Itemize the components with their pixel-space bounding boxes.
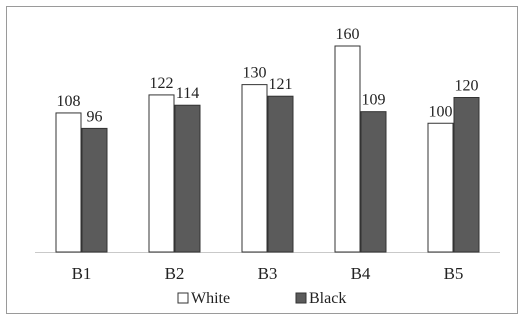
data-label-black-b4: 109: [362, 92, 386, 109]
bar-black-b3: [267, 95, 294, 253]
legend-label-white: White: [191, 290, 230, 307]
x-tick-label-b1: B1: [72, 264, 92, 283]
legend-swatch-black: [295, 292, 307, 304]
bar-black-b1: [81, 127, 108, 253]
legend-label-black: Black: [309, 290, 346, 307]
bar-white-b4: [334, 45, 361, 253]
bar-white-b1: [55, 112, 82, 253]
bar-black-b2: [174, 104, 201, 253]
x-tick-label-b5: B5: [444, 264, 464, 283]
legend-swatch-white: [177, 292, 189, 304]
data-label-black-b5: 120: [455, 78, 479, 95]
data-label-white-b3: 130: [243, 65, 267, 82]
bar-white-b5: [427, 122, 454, 253]
data-label-white-b4: 160: [336, 26, 360, 43]
data-label-black-b3: 121: [269, 76, 293, 93]
bar-black-b5: [453, 97, 480, 253]
data-label-white-b5: 100: [429, 103, 453, 120]
bar-white-b2: [148, 94, 175, 253]
x-tick-label-b2: B2: [165, 264, 185, 283]
x-tick-label-b3: B3: [258, 264, 278, 283]
data-label-black-b2: 114: [176, 85, 199, 102]
x-tick-label-b4: B4: [351, 264, 371, 283]
data-label-white-b1: 108: [57, 93, 81, 110]
bar-black-b4: [360, 111, 387, 253]
data-label-white-b2: 122: [150, 75, 174, 92]
bar-white-b3: [241, 84, 268, 253]
data-label-black-b1: 96: [87, 108, 103, 125]
